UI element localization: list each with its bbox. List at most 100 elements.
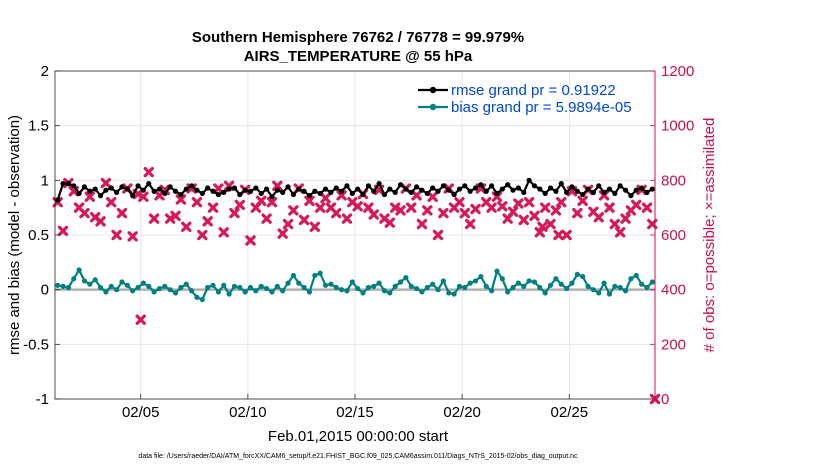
obs-marker-stroke (572, 207, 583, 219)
rmse-series-point (274, 187, 280, 193)
bias-series-point (71, 276, 77, 282)
chart-subtitle: AIRS_TEMPERATURE @ 55 hPa (244, 48, 473, 65)
bias-series-point (489, 288, 495, 294)
y-tick-label: 0.5 (28, 227, 49, 244)
bias-series-point (564, 285, 570, 292)
obs-marker-stroke (218, 227, 229, 238)
rmse-series-point (542, 190, 548, 197)
rmse-series-point (510, 187, 516, 193)
bias-series-point (253, 288, 259, 294)
obs-marker (537, 221, 548, 232)
bias-series-point (264, 285, 270, 292)
bias-series-point (355, 285, 361, 292)
bias-series-point (606, 291, 613, 297)
bias-series-point (328, 281, 334, 287)
obs-marker-stroke (95, 216, 106, 227)
rmse-series-point (403, 186, 409, 192)
rmse-series-point (622, 187, 629, 193)
obs-marker-stroke (282, 218, 294, 230)
obs-marker-stroke (127, 231, 138, 242)
bias-series-point (87, 281, 93, 287)
obs-marker-stroke (106, 197, 117, 208)
bias-series-point (119, 279, 125, 285)
y-tick-label: -1 (36, 391, 49, 408)
bias-series-point (435, 287, 441, 293)
bias-series-point (387, 290, 393, 296)
bias-series-point (483, 283, 489, 289)
bias-series-point (301, 284, 307, 291)
rmse-series-point (446, 187, 452, 193)
bias-series-point (172, 290, 179, 296)
rmse-series-point (108, 185, 114, 191)
rmse-series-point (151, 188, 157, 194)
bias-series-point (451, 291, 457, 297)
bias-series-point (440, 278, 446, 284)
x-axis: 02/05 02/10 02/15 02/20 02/25 (122, 394, 588, 421)
obs-marker-stroke (604, 202, 615, 213)
bias-series-point (403, 275, 409, 281)
obs-marker-stroke (553, 229, 564, 241)
rmse-series-point (564, 189, 570, 195)
bias-series-point (221, 282, 227, 288)
bias-series-point (274, 283, 280, 289)
rmse-series-point (221, 189, 227, 195)
rmse-series-point (130, 193, 136, 199)
x-tick-label: 02/25 (551, 404, 589, 421)
rmse-series-point (339, 188, 345, 194)
bias-series-point (467, 280, 473, 286)
obs-marker (614, 227, 626, 238)
bias-series-point (456, 283, 463, 289)
bias-series-point (130, 288, 136, 294)
obs-marker (229, 207, 240, 219)
obs-marker (320, 192, 331, 204)
obs-marker-stroke (336, 190, 347, 201)
obs-marker-stroke (631, 199, 642, 211)
rmse-series-point (499, 186, 505, 192)
obs-marker (454, 197, 465, 208)
obs-marker (95, 216, 106, 227)
rmse-series-point (456, 186, 463, 192)
bias-series-point (306, 289, 313, 295)
bias-series-point (601, 280, 607, 286)
obs-marker-stroke (100, 177, 112, 189)
obs-marker-stroke (470, 203, 481, 215)
obs-marker (432, 229, 444, 241)
right-axis: 0 200 400 600 800 1000 1200 (650, 63, 694, 408)
obs-marker (352, 201, 363, 212)
rmse-series-point (478, 182, 484, 188)
bias-series-point (472, 278, 479, 284)
bias-series-point (183, 281, 189, 287)
rmse-series-point (146, 181, 152, 187)
bias-series-point (151, 289, 157, 295)
obs-marker-stroke (537, 221, 548, 232)
rmse-series-point (71, 183, 77, 189)
y2-tick-label: 1200 (661, 63, 694, 80)
rmse-series-point (371, 188, 377, 194)
obs-marker-stroke (148, 213, 160, 224)
bias-series-point (499, 276, 505, 282)
obs-marker-stroke (341, 213, 353, 224)
obs-marker-stroke (234, 199, 246, 211)
rmse-series-point (76, 190, 82, 197)
obs-marker (213, 183, 224, 194)
bias-series-point (505, 289, 511, 295)
obs-marker-stroke (406, 202, 417, 213)
bias-series-point (317, 270, 323, 276)
bias-series-point (140, 280, 146, 286)
rmse-series-point (435, 188, 441, 194)
rmse-series-line (56, 179, 653, 201)
obs-marker (170, 210, 181, 222)
obs-marker (539, 202, 551, 213)
bias-series-point (574, 271, 580, 277)
obs-marker (438, 207, 449, 219)
bias-series-point (156, 285, 163, 292)
plot-area (52, 70, 661, 405)
obs-marks (52, 166, 661, 405)
obs-marker (368, 209, 379, 220)
rmse-series-point (639, 185, 645, 191)
obs-marker (550, 205, 562, 216)
bias-series-point (210, 282, 216, 288)
rmse-series-point (156, 186, 163, 192)
rmse-series-point (344, 183, 350, 189)
obs-marker-stroke (111, 229, 122, 241)
